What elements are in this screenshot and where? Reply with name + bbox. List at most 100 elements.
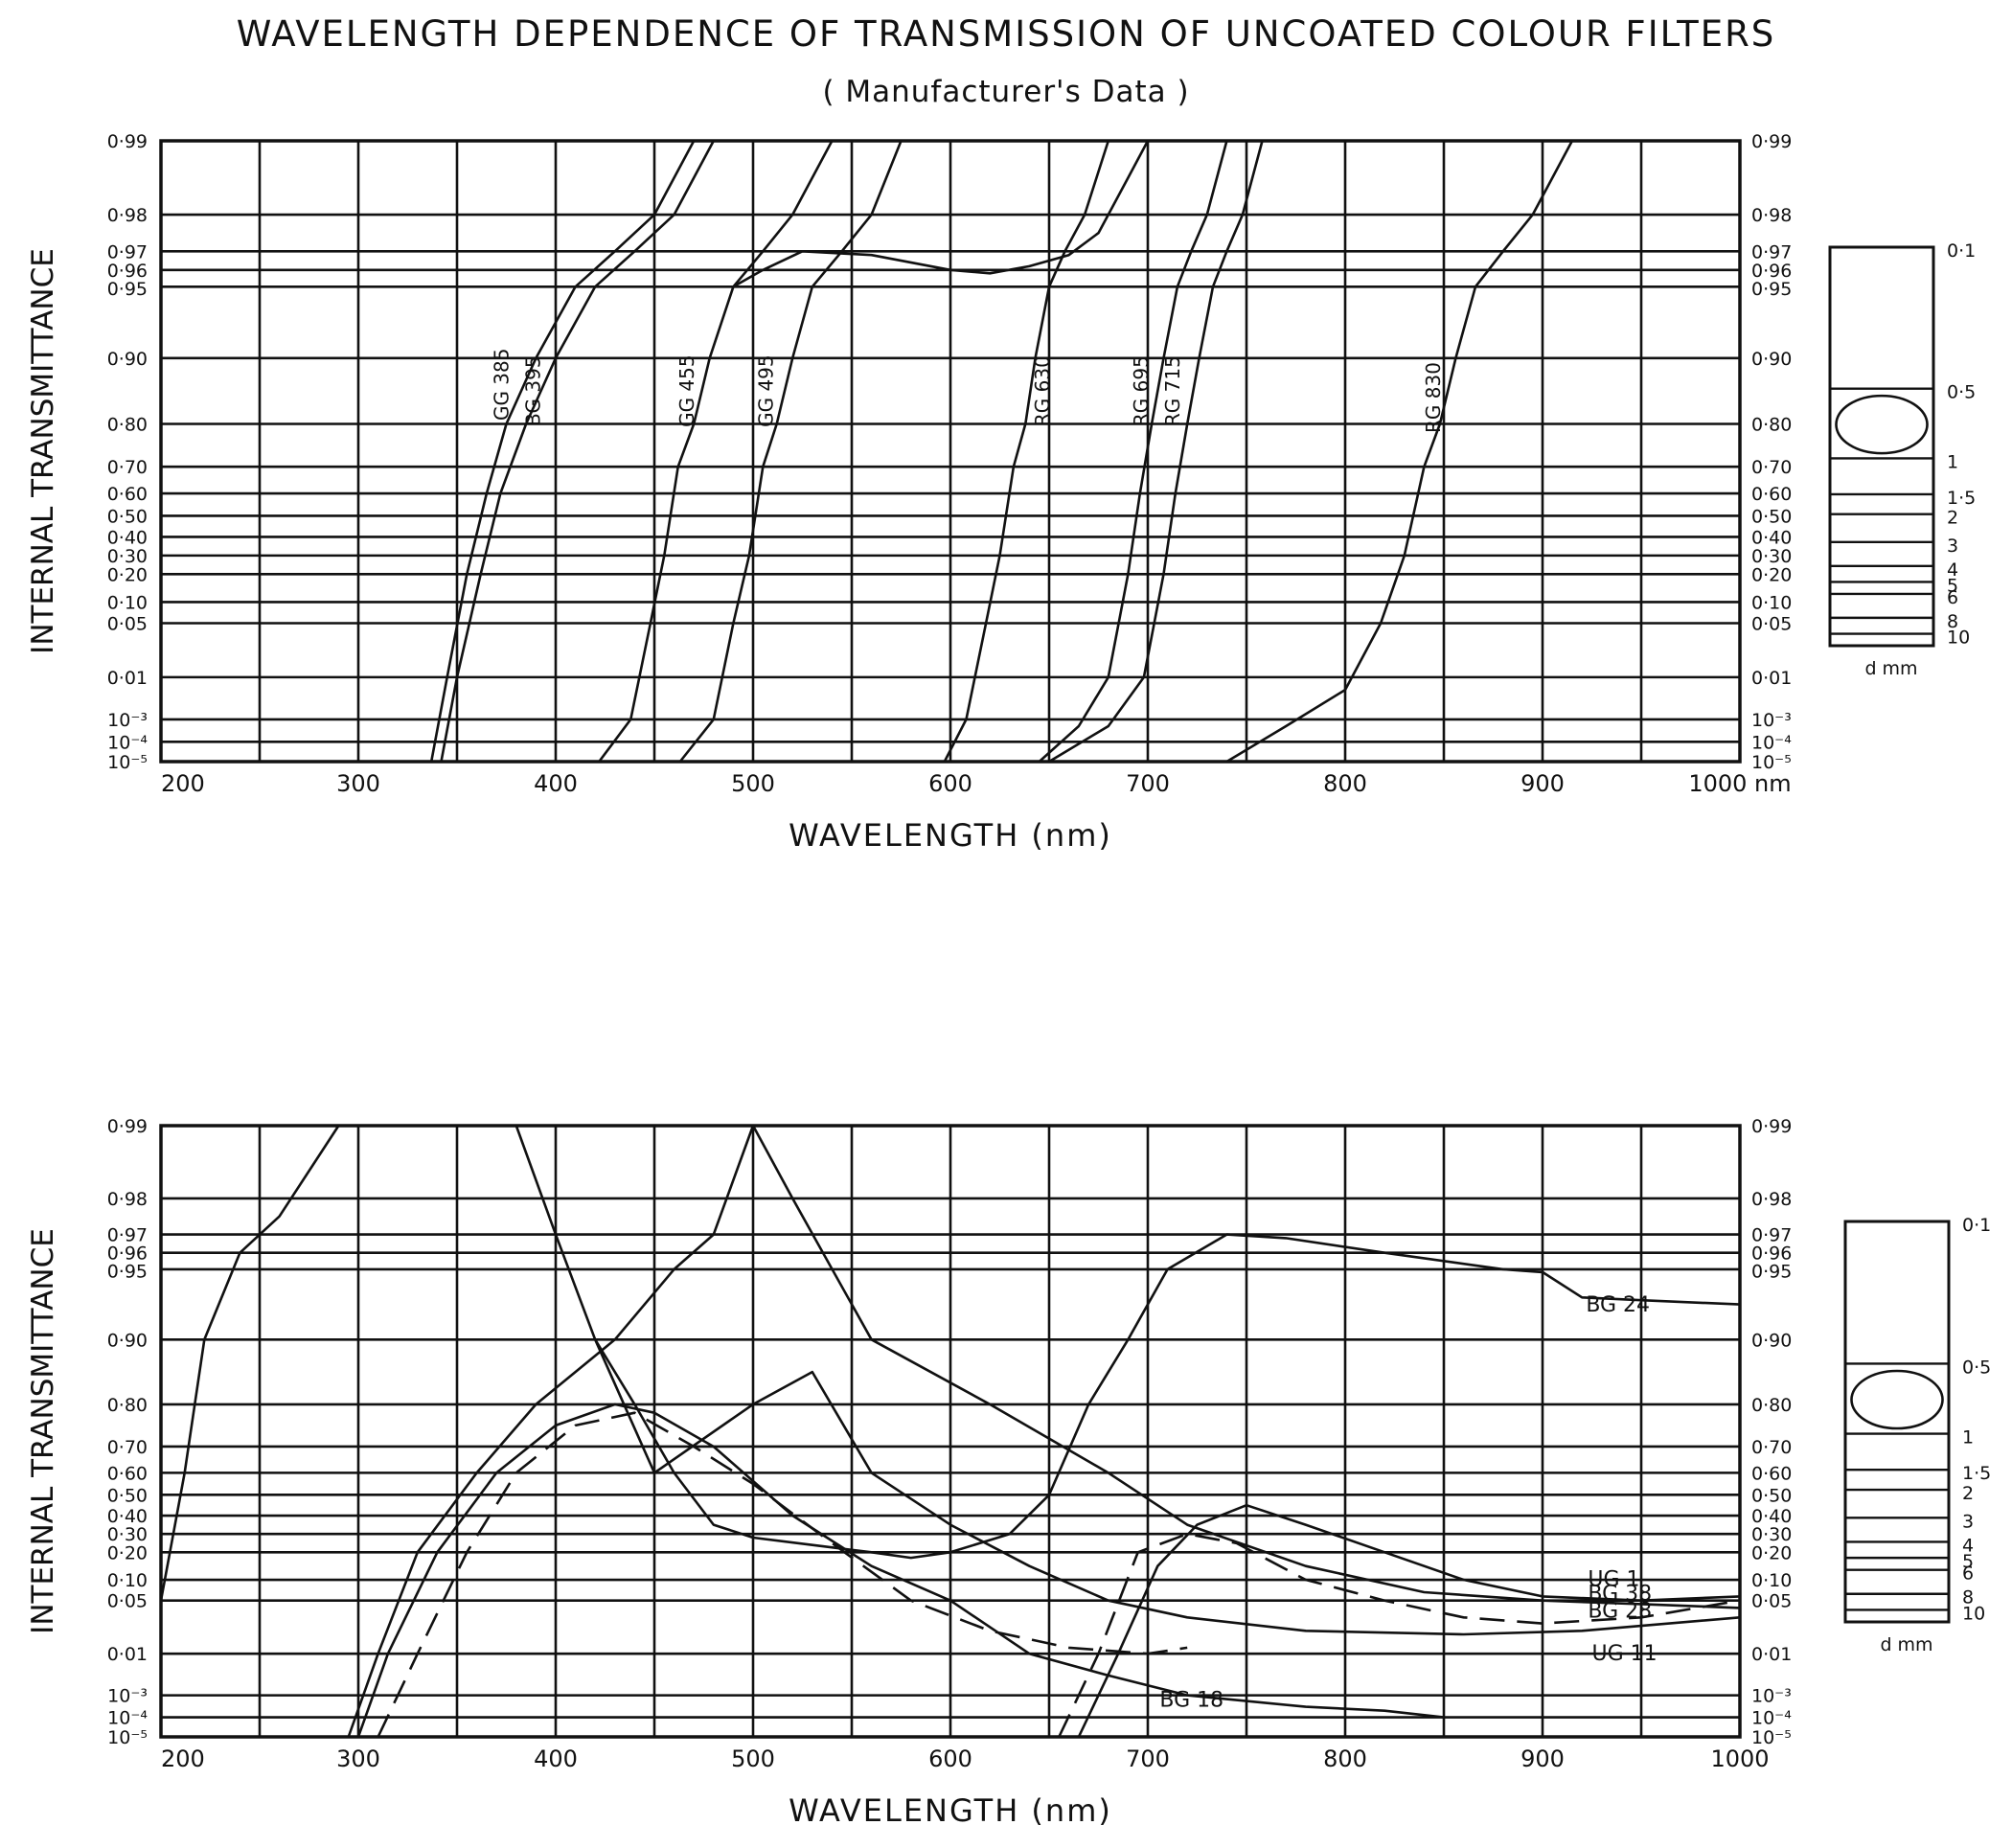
curve-label: RG 695 (1130, 355, 1153, 426)
y-tick-label-right: 0·90 (1751, 1330, 1792, 1351)
y-tick-label-right: 0·30 (1751, 546, 1792, 567)
curve-label: RG 715 (1161, 355, 1184, 426)
series-line (678, 140, 903, 763)
y-tick-label-right: 10⁻⁵ (1751, 752, 1792, 773)
y-tick-label-right: 0·96 (1751, 1243, 1792, 1265)
y-tick-label-right: 0·80 (1751, 414, 1792, 435)
y-tick-label-left: 0·90 (107, 1330, 148, 1351)
y-tick-label-left: 0·10 (107, 592, 148, 613)
series-line (594, 1338, 1741, 1636)
thickness-scale-box (1843, 1220, 1951, 1624)
y-tick-label-left: 0·95 (107, 1262, 148, 1283)
y-tick-label-left: 0·98 (107, 1189, 148, 1210)
y-tick-label-left: 0·90 (107, 349, 148, 370)
series-line (1225, 140, 1574, 764)
y-tick-label-left: 10⁻³ (107, 1686, 148, 1707)
curve-label: UG 1 (1588, 1568, 1639, 1592)
thickness-scale-label: 5 (1962, 1551, 1974, 1572)
y-tick-label-left: 0·10 (107, 1570, 148, 1591)
thickness-scale-label: 0·1 (1962, 1215, 1991, 1236)
y-tick-label-right: 10⁻⁵ (1751, 1727, 1792, 1748)
y-tick-label-right: 0·80 (1751, 1395, 1792, 1416)
y-axis-label: INTERNAL TRANSMITTANCE (26, 1228, 60, 1634)
y-tick-label-left: 0·05 (107, 613, 148, 634)
y-tick-label-left: 0·70 (107, 457, 148, 478)
curve-label: BG 28 (1588, 1599, 1652, 1623)
y-tick-label-left: 0·99 (107, 1116, 148, 1137)
x-tick-label: 300 (336, 1745, 380, 1772)
series-line (943, 140, 1110, 763)
y-tick-label-right: 0·90 (1751, 349, 1792, 370)
y-tick-label-right: 0·99 (1751, 1116, 1792, 1137)
series-line (429, 140, 696, 763)
thickness-scale-ellipse (1850, 1369, 1944, 1430)
y-tick-label-left: 0·50 (107, 1485, 148, 1506)
thickness-scale-label: 0·1 (1947, 240, 1976, 262)
y-tick-label-right: 0·20 (1751, 564, 1792, 585)
series-line (347, 1124, 1741, 1738)
x-tick-label: 200 (161, 770, 205, 797)
series-line (377, 1411, 1188, 1738)
y-tick-label-left: 0·60 (107, 1463, 148, 1484)
y-tick-label-right: 0·60 (1751, 1463, 1792, 1484)
curve-label: BG 24 (1586, 1293, 1650, 1317)
x-tick-label: 1000 (1710, 1745, 1769, 1772)
y-tick-label-right: 0·70 (1751, 1437, 1792, 1458)
thickness-scale-label: 1·5 (1947, 488, 1976, 509)
y-tick-label-left: 0·97 (107, 241, 148, 262)
curve-label: BG 395 (522, 355, 545, 425)
y-tick-label-right: 0·50 (1751, 1485, 1792, 1506)
thickness-scale-label: 8 (1947, 611, 1958, 632)
y-tick-label-right: 0·10 (1751, 1570, 1792, 1591)
series-line (1038, 140, 1228, 763)
thickness-scale-label: 2 (1962, 1483, 1974, 1504)
y-tick-label-right: 0·96 (1751, 261, 1792, 282)
x-tick-label: 700 (1126, 1745, 1170, 1772)
series-line (732, 140, 1150, 288)
y-tick-label-right: 0·30 (1751, 1524, 1792, 1545)
series-line (440, 140, 715, 763)
y-tick-label-left: 0·30 (107, 546, 148, 567)
y-tick-label-left: 0·50 (107, 506, 148, 527)
y-tick-label-left: 0·60 (107, 484, 148, 505)
y-tick-label-right: 0·98 (1751, 1189, 1792, 1210)
y-tick-label-left: 0·80 (107, 414, 148, 435)
series-line (159, 1124, 1741, 1601)
y-tick-label-left: 0·80 (107, 1395, 148, 1416)
y-tick-label-left: 0·70 (107, 1437, 148, 1458)
y-tick-label-right: 0·20 (1751, 1542, 1792, 1563)
x-tick-label: 1000 nm (1688, 770, 1791, 797)
thickness-scale-label: 5 (1947, 575, 1958, 596)
curve-label: BG 38 (1588, 1583, 1652, 1607)
y-tick-label-left: 0·95 (107, 279, 148, 300)
x-tick-label: 500 (731, 1745, 775, 1772)
page-subtitle: ( Manufacturer's Data ) (822, 75, 1190, 109)
y-tick-label-left: 0·99 (107, 131, 148, 152)
y-tick-label-right: 10⁻³ (1751, 710, 1792, 731)
curve-label: RG 830 (1422, 362, 1445, 433)
y-tick-label-left: 0·01 (107, 668, 148, 689)
y-tick-label-right: 10⁻⁴ (1751, 1708, 1792, 1729)
y-tick-label-right: 0·40 (1751, 1506, 1792, 1527)
x-axis-label: WAVELENGTH (nm) (789, 817, 1112, 854)
y-tick-label-right: 0·10 (1751, 592, 1792, 613)
series-line (1058, 1532, 1741, 1738)
x-tick-label: 900 (1520, 1745, 1565, 1772)
thickness-scale-box (1828, 245, 1935, 648)
y-tick-label-right: 0·70 (1751, 457, 1792, 478)
x-tick-label: 200 (161, 1745, 205, 1772)
y-tick-label-left: 0·98 (107, 205, 148, 226)
x-tick-label: 700 (1126, 770, 1170, 797)
y-tick-label-right: 0·01 (1751, 1644, 1792, 1665)
x-axis-label: WAVELENGTH (nm) (789, 1792, 1112, 1829)
thickness-scale-label: 1 (1962, 1427, 1974, 1449)
y-axis-label: INTERNAL TRANSMITTANCE (26, 248, 60, 654)
series-line (1077, 1503, 1741, 1738)
curve-label: GG 385 (491, 349, 514, 422)
curve-label: RG 630 (1031, 355, 1054, 426)
series-line (356, 1403, 1445, 1738)
y-tick-label-left: 0·40 (107, 527, 148, 548)
thickness-scale-label: 6 (1962, 1563, 1974, 1585)
y-tick-label-right: 10⁻³ (1751, 1686, 1792, 1707)
